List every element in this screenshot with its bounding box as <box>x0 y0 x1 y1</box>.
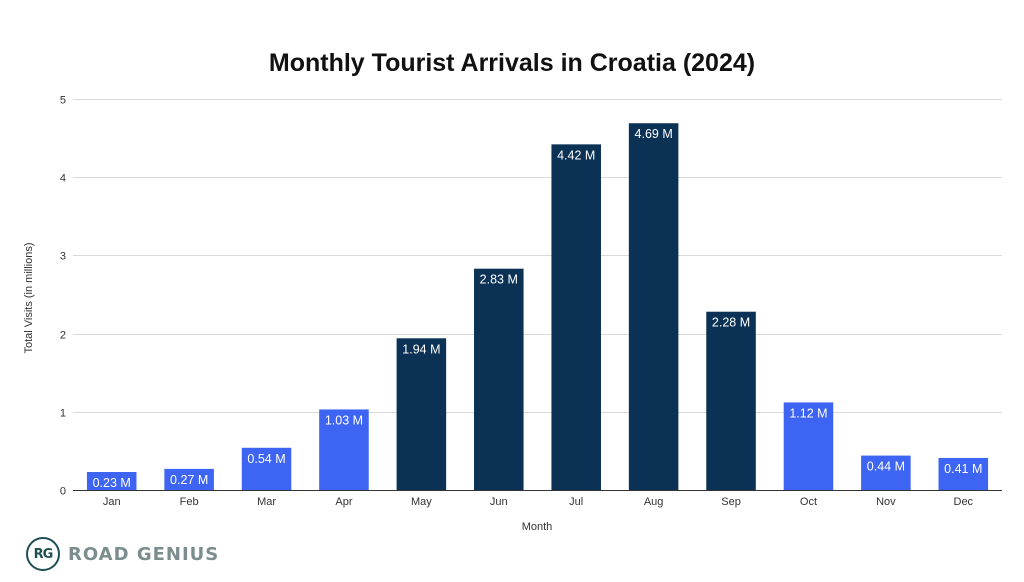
bar-aug <box>628 123 679 490</box>
bar-feb <box>164 468 214 490</box>
bar-apr <box>319 409 369 490</box>
data-label-feb: 0.27 M <box>170 473 208 487</box>
data-label-dec: 0.41 M <box>944 462 982 476</box>
data-label-apr: 1.03 M <box>325 413 363 427</box>
bar-sep <box>706 311 756 490</box>
y-tick-label: 2 <box>60 330 66 342</box>
y-axis-label: Total Visits (in millions) <box>23 242 35 353</box>
bar-dec <box>938 457 989 490</box>
y-tick-label: 4 <box>60 173 66 185</box>
x-tick-label: May <box>411 496 432 508</box>
x-axis-ticks: Jan Feb Mar Apr May Jun Jul Aug Sep Oct Nov Dec <box>103 496 974 508</box>
x-tick-label: Jul <box>569 496 583 508</box>
data-label-jun: 2.83 M <box>480 273 518 287</box>
x-tick-label: Dec <box>954 496 974 508</box>
y-axis-ticks: 0 1 2 3 4 5 <box>60 95 66 498</box>
x-axis-label: Month <box>522 521 553 533</box>
logo-wordmark: ROAD GENIUS <box>68 543 220 565</box>
x-tick-label: Apr <box>335 496 352 508</box>
x-tick-label: Oct <box>800 496 817 508</box>
gridlines <box>73 99 1002 413</box>
road-genius-logo: RG ROAD GENIUS <box>26 536 219 572</box>
x-tick-label: Mar <box>257 496 276 508</box>
bars <box>86 123 989 490</box>
data-label-may: 1.94 M <box>402 342 440 356</box>
bar-jan <box>86 472 137 490</box>
x-tick-label: Jan <box>103 496 121 508</box>
x-tick-label: Aug <box>644 496 664 508</box>
data-label-jan: 0.23 M <box>93 476 131 490</box>
data-label-sep: 2.28 M <box>712 316 750 330</box>
x-tick-label: Jun <box>490 496 508 508</box>
data-label-oct: 1.12 M <box>789 406 827 420</box>
data-labels: 0.23 M 0.27 M 0.54 M 1.03 M 1.94 M 2.83 M 4.42… <box>93 127 983 490</box>
y-tick-label: 3 <box>60 251 66 263</box>
x-tick-label: Nov <box>876 496 896 508</box>
bar-may <box>396 338 447 490</box>
data-label-nov: 0.44 M <box>867 460 905 474</box>
y-tick-label: 1 <box>60 408 66 420</box>
y-tick-label: 5 <box>60 95 66 107</box>
bar-jun <box>474 268 524 490</box>
data-label-mar: 0.54 M <box>247 452 285 466</box>
data-label-aug: 4.69 M <box>635 127 673 141</box>
rg-badge-icon: RG <box>26 537 60 571</box>
bar-jul <box>551 144 601 490</box>
data-label-jul: 4.42 M <box>557 148 595 162</box>
bar-oct <box>783 402 834 490</box>
bar-nov <box>861 455 911 490</box>
y-tick-label: 0 <box>60 486 66 498</box>
x-tick-label: Feb <box>180 496 199 508</box>
bar-mar <box>241 447 292 490</box>
chart-title: Monthly Tourist Arrivals in Croatia (202… <box>269 49 755 77</box>
x-tick-label: Sep <box>721 496 741 508</box>
